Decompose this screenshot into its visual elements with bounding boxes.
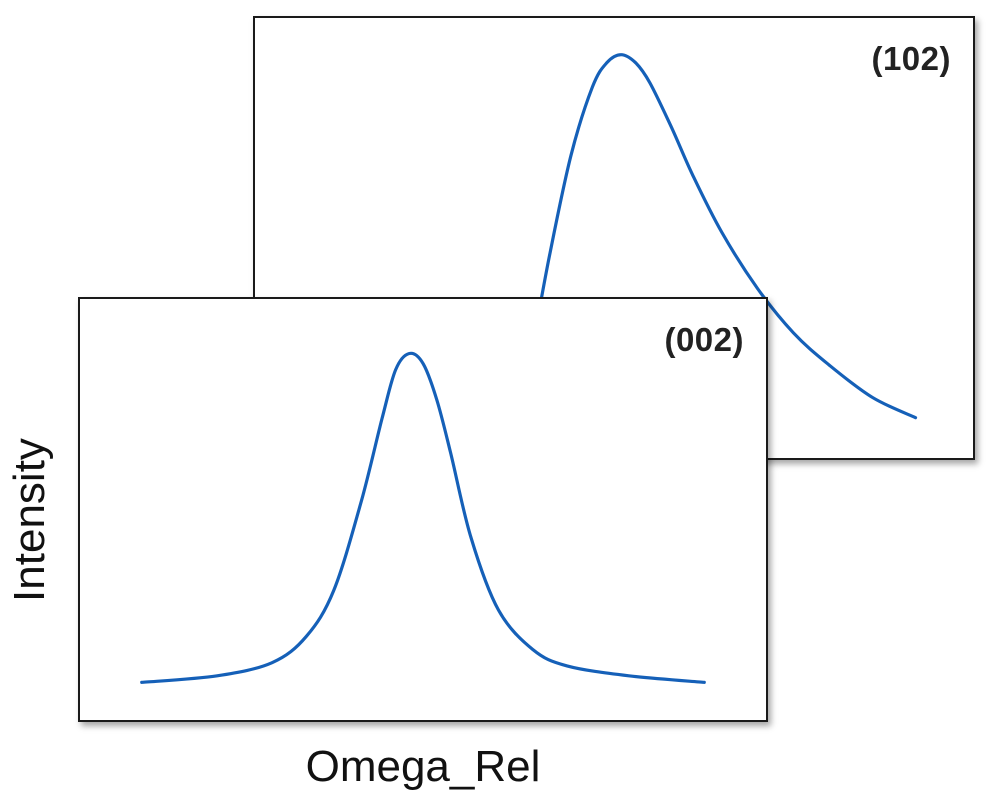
y-axis-label: Intensity [5,438,54,602]
panel-title-002: (002) [664,321,744,358]
chart-plot-102 [504,53,918,458]
series-line-002 [140,351,706,684]
panel-title-102: (102) [871,40,951,77]
chart-panel-002: (002) [78,297,768,722]
series-line-102 [504,53,918,458]
y-axis-label-container: Intensity [0,400,60,640]
chart-plot-002 [140,351,706,684]
x-axis-label: Omega_Rel [305,742,541,791]
